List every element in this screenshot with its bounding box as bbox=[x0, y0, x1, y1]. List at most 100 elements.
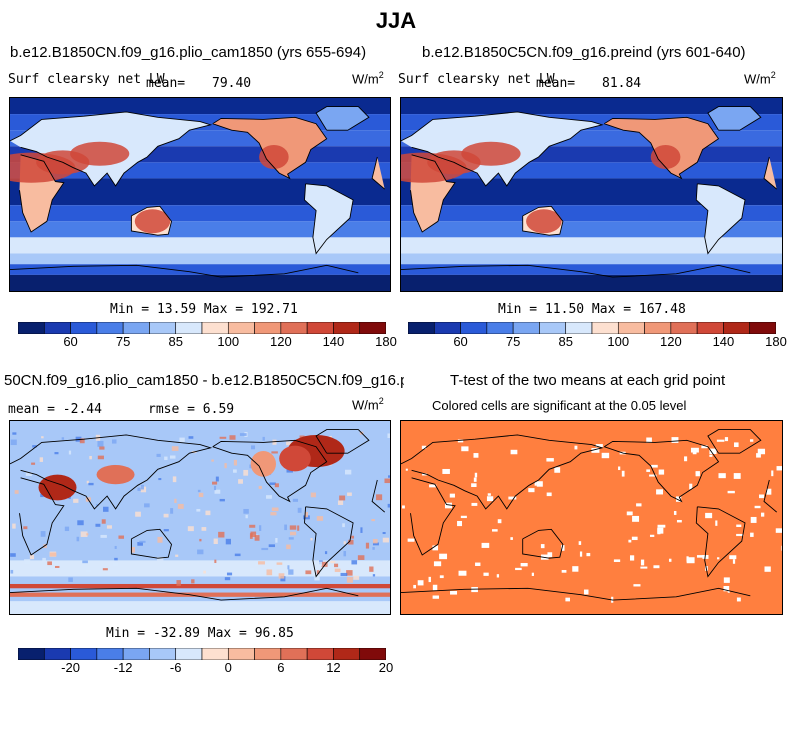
non-significant-cell bbox=[750, 516, 757, 523]
coastline bbox=[212, 439, 328, 503]
colorbar-tick-label: 85 bbox=[558, 334, 573, 349]
non-significant-cell bbox=[766, 488, 772, 495]
noise-cell bbox=[344, 469, 352, 475]
noise-cell bbox=[114, 545, 117, 549]
coastline bbox=[707, 429, 762, 454]
colorbar-box bbox=[254, 648, 282, 660]
panel1-mean-label: mean= bbox=[146, 76, 186, 91]
noise-cell bbox=[289, 525, 297, 530]
panel3-mean: mean = -2.44 bbox=[8, 402, 102, 417]
noise-cell bbox=[196, 508, 201, 512]
colorbar-tick-label: 75 bbox=[115, 334, 131, 349]
noise-cell bbox=[31, 462, 36, 465]
noise-cell bbox=[40, 531, 46, 537]
non-significant-cell bbox=[671, 437, 679, 443]
noise-cell bbox=[47, 561, 52, 566]
colorbar-box bbox=[359, 322, 386, 334]
noise-cell bbox=[77, 520, 84, 526]
coastline bbox=[410, 154, 777, 233]
non-significant-cell bbox=[653, 565, 660, 569]
non-significant-cell bbox=[546, 492, 552, 497]
land-fill bbox=[401, 111, 772, 186]
noise-cell bbox=[213, 485, 217, 491]
non-significant-cell bbox=[520, 563, 528, 567]
noise-cell bbox=[201, 527, 207, 531]
non-significant-cell bbox=[547, 552, 553, 558]
noise-cell bbox=[365, 542, 370, 549]
noise-cell bbox=[243, 508, 249, 514]
noise-cell bbox=[384, 478, 390, 484]
noise-cell bbox=[254, 535, 260, 541]
noise-cell bbox=[254, 563, 259, 567]
noise-cell bbox=[99, 446, 105, 450]
noise-cell bbox=[369, 566, 374, 572]
colorbar-box bbox=[227, 648, 255, 660]
non-significant-cell bbox=[734, 442, 739, 448]
non-significant-cell bbox=[649, 534, 655, 537]
non-significant-cell bbox=[536, 481, 543, 487]
lat-band bbox=[401, 264, 782, 275]
noise-cell bbox=[233, 459, 237, 466]
noise-cell bbox=[249, 524, 256, 528]
panel2-units: W/m2 bbox=[744, 70, 776, 87]
noise-cell bbox=[251, 445, 256, 450]
lat-band bbox=[401, 205, 782, 222]
non-significant-cell bbox=[749, 439, 754, 442]
noise-cell bbox=[23, 526, 28, 530]
noise-cell bbox=[229, 435, 236, 440]
noise-cell bbox=[137, 542, 143, 546]
noise-cell bbox=[243, 469, 249, 476]
colorbar-box bbox=[96, 322, 124, 334]
non-significant-cell bbox=[574, 445, 578, 450]
noise-cell bbox=[157, 536, 163, 543]
colorbar-tick-label: 0 bbox=[224, 660, 232, 675]
colorbar-box bbox=[122, 648, 150, 660]
noise-cell bbox=[100, 534, 107, 538]
noise-cell bbox=[12, 432, 17, 435]
panel1-map bbox=[9, 97, 391, 292]
noise-cell bbox=[330, 560, 336, 564]
noise-cell bbox=[79, 438, 85, 444]
non-significant-cell bbox=[579, 551, 583, 557]
noise-cell bbox=[286, 468, 293, 473]
colorbar-box bbox=[486, 322, 514, 334]
colorbar-tick-label: 60 bbox=[63, 334, 78, 349]
colorbar-box bbox=[280, 648, 308, 660]
lat-band bbox=[10, 583, 390, 589]
non-significant-cell bbox=[736, 524, 742, 527]
noise-cell bbox=[118, 535, 125, 539]
hot-spot bbox=[526, 209, 562, 234]
colorbar-box bbox=[512, 322, 540, 334]
panel3-title: 50CN.f09_g16.plio_cam1850 - b.e12.B1850C… bbox=[4, 372, 404, 389]
non-significant-cell bbox=[510, 537, 513, 540]
lat-band bbox=[401, 253, 782, 265]
non-significant-cell bbox=[676, 519, 682, 523]
colorbar-box bbox=[175, 648, 203, 660]
panel4-map bbox=[400, 420, 783, 615]
non-significant-cell bbox=[733, 473, 741, 479]
noise-cell bbox=[269, 482, 276, 485]
noise-cell bbox=[258, 485, 262, 489]
noise-cell bbox=[225, 538, 231, 545]
hot-spot bbox=[650, 144, 681, 169]
panel1-minmax: Min = 13.59 Max = 192.71 bbox=[110, 302, 298, 317]
noise-cell bbox=[144, 503, 150, 508]
non-significant-cell bbox=[658, 469, 665, 475]
non-significant-cell bbox=[439, 553, 448, 560]
noise-cell bbox=[174, 498, 177, 504]
panel1-title: b.e12.B1850CN.f09_g16.plio_cam1850 (yrs … bbox=[10, 44, 367, 61]
noise-cell bbox=[286, 441, 292, 446]
non-significant-cell bbox=[686, 557, 695, 564]
noise-cell bbox=[14, 490, 19, 494]
non-significant-cell bbox=[750, 532, 754, 537]
hot-spot bbox=[259, 144, 289, 169]
noise-cell bbox=[371, 519, 375, 522]
noise-cell bbox=[271, 507, 279, 512]
noise-cell bbox=[258, 561, 265, 565]
noise-cell bbox=[239, 433, 247, 436]
noise-cell bbox=[114, 557, 118, 561]
lat-band bbox=[10, 264, 390, 275]
noise-cell bbox=[40, 493, 44, 498]
colorbar-box bbox=[670, 322, 698, 334]
colorbar-tick-label: 120 bbox=[269, 334, 292, 349]
